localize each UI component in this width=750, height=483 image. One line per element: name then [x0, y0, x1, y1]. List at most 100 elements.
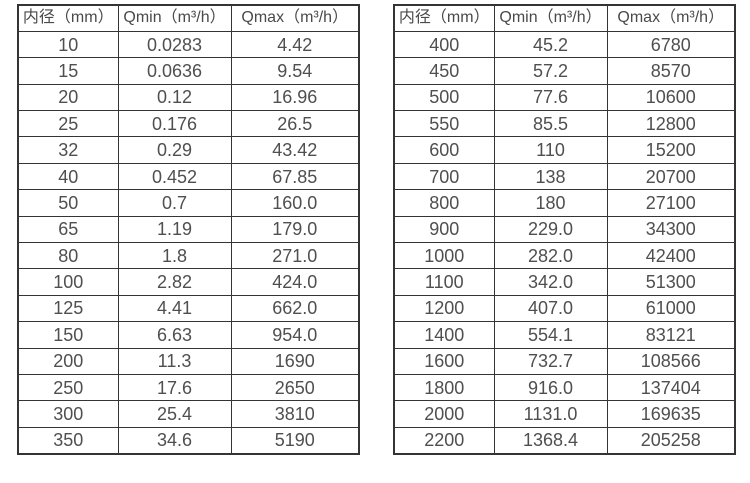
table-cell: 6780	[606, 30, 736, 59]
table-cell: 350	[17, 426, 119, 455]
table-cell: 450	[393, 57, 495, 85]
table-cell: 110	[493, 136, 608, 164]
table-cell: 180	[493, 189, 608, 217]
column-header: Qmin（m³/h）	[117, 4, 232, 32]
table-row: 200 11.3 1690	[17, 347, 360, 375]
table-cell: 900	[393, 215, 495, 244]
table-cell: 17.6	[117, 373, 232, 402]
table-row: 400 45.2 6780	[393, 30, 736, 59]
table-cell: 1800	[393, 373, 495, 402]
table-cell: 83121	[606, 321, 736, 349]
table-row: 65 1.19 179.0	[17, 215, 360, 244]
table-cell: 160.0	[230, 189, 360, 217]
table-cell: 550	[393, 110, 495, 138]
table-cell: 108566	[606, 347, 736, 375]
table-cell: 2000	[393, 400, 495, 428]
table-cell: 15200	[606, 136, 736, 164]
table-row: 100 2.82 424.0	[17, 268, 360, 296]
table-cell: 0.12	[117, 83, 232, 112]
table-cell: 2200	[393, 426, 495, 455]
table-cell: 25.4	[117, 400, 232, 428]
table-cell: 554.1	[493, 321, 608, 349]
table-row: 450 57.2 8570	[393, 57, 736, 85]
column-header: Qmax（m³/h）	[606, 4, 736, 32]
table-cell: 1690	[230, 347, 360, 375]
table-row: 600 110 15200	[393, 136, 736, 164]
table-row: 1800 916.0 137404	[393, 373, 736, 402]
table-cell: 4.41	[117, 294, 232, 323]
table-cell: 179.0	[230, 215, 360, 244]
column-header: Qmax（m³/h）	[230, 4, 360, 32]
table-cell: 0.176	[117, 110, 232, 138]
table-cell: 125	[17, 294, 119, 323]
table-cell: 300	[17, 400, 119, 428]
table-cell: 25	[17, 110, 119, 138]
table-cell: 32	[17, 136, 119, 164]
table-cell: 1368.4	[493, 426, 608, 455]
table-cell: 10600	[606, 83, 736, 112]
table-row: 550 85.5 12800	[393, 110, 736, 138]
table-cell: 1100	[393, 268, 495, 296]
table-row: 500 77.6 10600	[393, 83, 736, 112]
table-cell: 600	[393, 136, 495, 164]
table-row: 300 25.4 3810	[17, 400, 360, 428]
table-row: 50 0.7 160.0	[17, 189, 360, 217]
header-row: 内径（mm） Qmin（m³/h） Qmax（m³/h）	[393, 4, 736, 32]
table-cell: 0.7	[117, 189, 232, 217]
column-header: 内径（mm）	[393, 4, 495, 32]
table-row: 700 138 20700	[393, 162, 736, 191]
table-cell: 100	[17, 268, 119, 296]
table-row: 1400 554.1 83121	[393, 321, 736, 349]
table-cell: 137404	[606, 373, 736, 402]
table-cell: 34300	[606, 215, 736, 244]
table-cell: 1400	[393, 321, 495, 349]
table-cell: 150	[17, 321, 119, 349]
table-cell: 77.6	[493, 83, 608, 112]
table-cell: 4.42	[230, 30, 360, 59]
table-cell: 1600	[393, 347, 495, 375]
table-cell: 2650	[230, 373, 360, 402]
table-cell: 40	[17, 162, 119, 191]
table-cell: 2.82	[117, 268, 232, 296]
table-cell: 15	[17, 57, 119, 85]
table-row: 25 0.176 26.5	[17, 110, 360, 138]
table-cell: 732.7	[493, 347, 608, 375]
table-cell: 169635	[606, 400, 736, 428]
table-cell: 424.0	[230, 268, 360, 296]
table-cell: 662.0	[230, 294, 360, 323]
table-row: 150 6.63 954.0	[17, 321, 360, 349]
table-cell: 20	[17, 83, 119, 112]
table-cell: 67.85	[230, 162, 360, 191]
table-cell: 42400	[606, 242, 736, 270]
table-cell: 20700	[606, 162, 736, 191]
table-row: 10 0.0283 4.42	[17, 30, 360, 59]
table-cell: 50	[17, 189, 119, 217]
table-cell: 9.54	[230, 57, 360, 85]
table-row: 1100 342.0 51300	[393, 268, 736, 296]
table-cell: 205258	[606, 426, 736, 455]
table-cell: 65	[17, 215, 119, 244]
table-cell: 400	[393, 30, 495, 59]
table-row: 250 17.6 2650	[17, 373, 360, 402]
table-cell: 1200	[393, 294, 495, 323]
table-cell: 0.452	[117, 162, 232, 191]
column-header: Qmin（m³/h）	[493, 4, 608, 32]
spec-tables-page: 内径（mm） Qmin（m³/h） Qmax（m³/h） 10 0.0283 4.42 15…	[17, 4, 736, 455]
table-cell: 200	[17, 347, 119, 375]
table-cell: 5190	[230, 426, 360, 455]
table-cell: 0.0636	[117, 57, 232, 85]
table-cell: 43.42	[230, 136, 360, 164]
table-cell: 16.96	[230, 83, 360, 112]
table-cell: 271.0	[230, 242, 360, 270]
table-row: 40 0.452 67.85	[17, 162, 360, 191]
column-header: 内径（mm）	[17, 4, 119, 32]
table-cell: 138	[493, 162, 608, 191]
table-row: 350 34.6 5190	[17, 426, 360, 455]
table-cell: 1000	[393, 242, 495, 270]
table-row: 900 229.0 34300	[393, 215, 736, 244]
table-cell: 954.0	[230, 321, 360, 349]
table-row: 20 0.12 16.96	[17, 83, 360, 112]
table-row: 800 180 27100	[393, 189, 736, 217]
table-cell: 407.0	[493, 294, 608, 323]
flow-range-table-large-diameters: 内径（mm） Qmin（m³/h） Qmax（m³/h） 400 45.2 6780 450…	[393, 4, 736, 455]
